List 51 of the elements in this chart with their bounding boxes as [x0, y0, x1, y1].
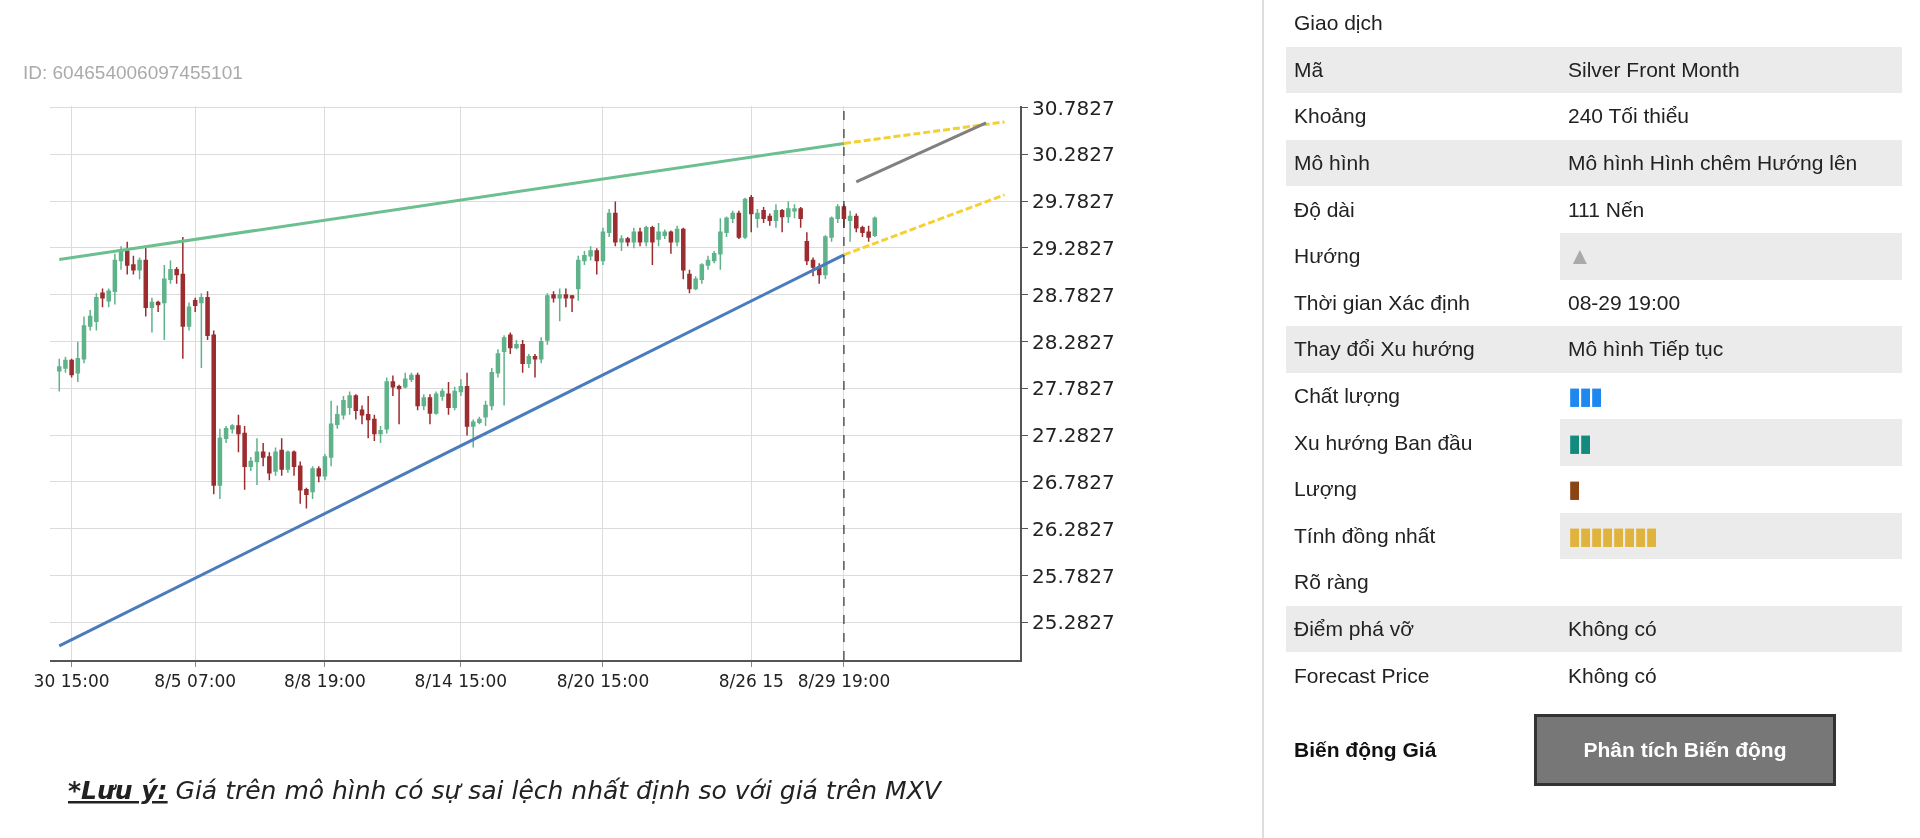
x-tick-label: 8/14 15:00: [414, 671, 508, 692]
category-label: Forecast Price: [1294, 663, 1430, 688]
y-tick-label: 27.2827: [1032, 423, 1115, 448]
x-tick-label: 8/8 19:00: [284, 671, 366, 692]
text: 240 Tối thiểu: [1568, 104, 1690, 128]
text: Mô hình Tiếp tục: [1568, 337, 1724, 361]
category-label: Giao dịch: [1294, 11, 1383, 36]
text: Silver Front Month: [1568, 57, 1740, 81]
text: ▮: [1568, 475, 1579, 503]
x-tick-label: 8/20 15:00: [556, 671, 650, 692]
text: ID: 604654006097455101: [23, 62, 243, 83]
category-label: Lượng: [1294, 477, 1357, 502]
category-label: Chất lượng: [1294, 384, 1401, 409]
y-tick-label: 28.7827: [1032, 282, 1115, 307]
x-tick-label: 8/5 07:00: [154, 671, 237, 692]
analysis-button: Phân tích Biến động: [1534, 714, 1836, 786]
category-label: Xu hướng Ban đầu: [1294, 430, 1473, 455]
x-tick-label: 30 15:00: [33, 671, 110, 692]
x-tick-label: 8/26 15: [718, 671, 784, 692]
text: Không có: [1568, 663, 1657, 687]
text: ▮▮▮: [1568, 382, 1601, 410]
y-tick-label: 28.2827: [1032, 329, 1115, 354]
category-label: Mô hình: [1294, 151, 1370, 176]
category-label: Độ dài: [1294, 197, 1355, 222]
y-tick-label: 29.2827: [1032, 235, 1115, 260]
y-tick-label: 27.7827: [1032, 376, 1115, 401]
category-label: Hướng: [1294, 244, 1361, 269]
text: Mô hình Hình chêm Hướng lên: [1568, 151, 1858, 175]
text: Biến động Giá: [1294, 738, 1437, 762]
text: ▲: [1568, 242, 1590, 270]
category-label: Mã: [1294, 57, 1324, 82]
category-label: Rõ ràng: [1294, 570, 1369, 595]
text: *Lưu ý: Giá trên mô hình có sự sai lệch nhất định so với giá trên MXV: [68, 776, 943, 805]
category-label: Thời gian Xác định: [1294, 290, 1471, 315]
y-tick-label: 25.7827: [1032, 563, 1115, 588]
text: 08-29 19:00: [1568, 290, 1681, 314]
x-tick-label: 8/29 19:00: [797, 671, 891, 692]
y-tick-label: 30.7827: [1032, 95, 1115, 120]
y-tick-label: 26.2827: [1032, 516, 1115, 541]
y-tick-label: 29.7827: [1032, 189, 1115, 214]
category-label: Điểm phá vỡ: [1294, 617, 1414, 642]
y-tick-label: 26.7827: [1032, 469, 1115, 494]
category-label: Tính đồng nhất: [1294, 523, 1436, 548]
y-tick-label: 25.2827: [1032, 610, 1115, 635]
category-label: Thay đổi Xu hướng: [1294, 337, 1475, 362]
text: ▮▮: [1568, 428, 1590, 456]
text: 111 Nến: [1568, 197, 1645, 221]
text: ▮▮▮▮▮▮▮▮: [1568, 521, 1656, 549]
y-tick-label: 30.2827: [1032, 142, 1115, 167]
text: Không có: [1568, 617, 1657, 641]
category-label: Khoảng: [1294, 104, 1367, 129]
